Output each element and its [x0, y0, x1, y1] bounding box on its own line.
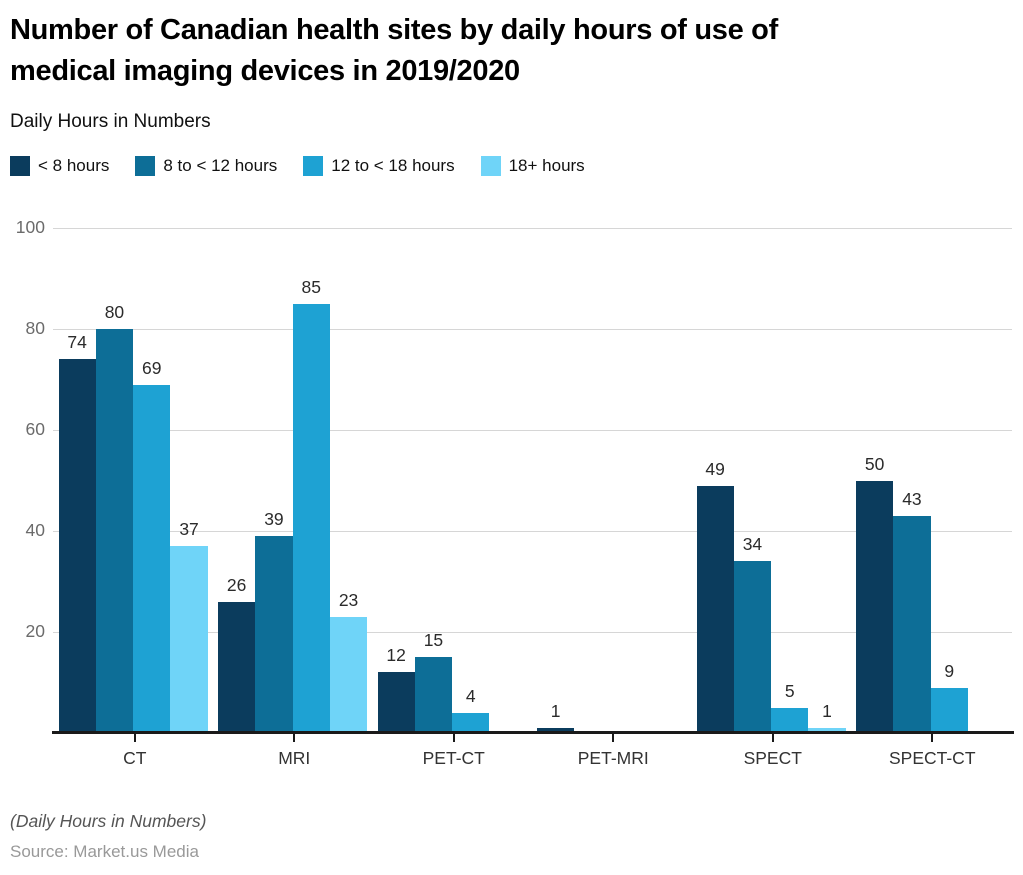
legend-swatch-icon — [10, 156, 30, 176]
bar-value-label: 85 — [301, 276, 321, 297]
gridline-40 — [53, 531, 1012, 532]
legend-swatch-icon — [480, 156, 501, 176]
bar-ct-series-2 — [95, 329, 134, 733]
legend-label: 8 to < 12 hours — [163, 156, 278, 175]
x-axis-tick — [133, 734, 136, 742]
legend-item-3: 12 to < 18 hours — [303, 156, 455, 176]
footer-note: (Daily Hours in Numbers) — [10, 811, 207, 831]
x-axis-tick — [931, 734, 934, 742]
bar-spect-series-3 — [771, 707, 809, 733]
bar-pet-mri-series-1 — [537, 727, 575, 733]
chart-title-line-2: medical imaging devices in 2019/2020 — [10, 55, 520, 87]
bar-spect-ct-series-2 — [893, 515, 931, 733]
x-axis-label-pet-ct: PET-CT — [422, 748, 485, 768]
gridline-80 — [53, 329, 1012, 330]
bar-spect-ct-series-3 — [930, 687, 968, 733]
legend-swatch-icon — [135, 156, 156, 176]
bar-value-label: 74 — [67, 332, 87, 353]
gridline-20 — [53, 632, 1012, 633]
bar-value-label: 34 — [742, 534, 763, 555]
gridline-60 — [53, 430, 1012, 431]
x-axis-label-spect-ct: SPECT-CT — [888, 748, 976, 768]
source-credit: Source: Market.us Media — [10, 842, 199, 861]
x-axis-label-mri: MRI — [278, 748, 311, 768]
legend-item-1: < 8 hours — [10, 156, 109, 176]
legend-label: 12 to < 18 hours — [331, 156, 455, 175]
x-axis-tick — [452, 734, 455, 742]
y-axis-tick-label: 20 — [25, 621, 45, 641]
y-axis-tick-label: 80 — [25, 318, 45, 338]
bar-mri-series-3 — [292, 303, 330, 733]
y-axis-tick-label: 60 — [25, 419, 45, 439]
chart-title: Number of Canadian health sites by daily… — [10, 10, 1010, 92]
bar-ct-series-4 — [170, 546, 208, 733]
bar-pet-ct-series-3 — [452, 712, 490, 733]
legend: < 8 hours 8 to < 12 hours 12 to < 18 hours… — [10, 156, 585, 176]
bar-spect-ct-series-1 — [856, 480, 894, 733]
x-axis-label-spect: SPECT — [743, 748, 802, 768]
bar-value-label: 23 — [338, 589, 359, 610]
bar-value-label: 12 — [386, 645, 406, 666]
x-axis-tick — [771, 734, 774, 742]
chart-title-line-1: Number of Canadian health sites by daily… — [10, 14, 778, 46]
bar-value-label: 1 — [822, 700, 832, 721]
bar-value-label: 39 — [264, 509, 284, 530]
bar-spect-series-4 — [808, 727, 846, 733]
bar-value-label: 1 — [550, 700, 561, 721]
bar-ct-series-1 — [58, 359, 96, 733]
bar-value-label: 9 — [944, 660, 955, 681]
x-axis-label-pet-mri: PET-MRI — [577, 748, 649, 768]
bar-value-label: 4 — [465, 685, 476, 706]
bar-value-label: 69 — [142, 357, 162, 378]
x-axis-line — [52, 731, 1014, 734]
bar-ct-series-3 — [133, 384, 171, 733]
bar-value-label: 43 — [902, 488, 922, 509]
legend-label: 18+ hours — [508, 156, 585, 175]
bar-mri-series-1 — [218, 601, 256, 733]
chart-subtitle: Daily Hours in Numbers — [10, 111, 211, 132]
x-axis-tick — [612, 734, 615, 742]
legend-item-2: 8 to < 12 hours — [135, 156, 277, 176]
gridline-100 — [53, 228, 1012, 229]
bar-pet-ct-series-1 — [377, 672, 415, 733]
bar-value-label: 49 — [705, 458, 725, 479]
y-axis-tick-label: 40 — [25, 520, 45, 540]
bar-value-label: 80 — [104, 302, 125, 322]
legend-label: < 8 hours — [38, 156, 110, 175]
bar-mri-series-2 — [255, 536, 293, 733]
bar-value-label: 50 — [864, 453, 885, 474]
bar-value-label: 26 — [226, 574, 247, 595]
legend-swatch-icon — [303, 156, 324, 176]
bar-spect-series-2 — [733, 561, 772, 733]
bar-spect-series-1 — [696, 485, 734, 733]
bar-mri-series-4 — [329, 616, 368, 733]
x-axis-label-ct: CT — [123, 748, 147, 768]
x-axis-tick — [293, 734, 296, 742]
y-axis-tick-label: 100 — [15, 217, 45, 237]
bar-value-label: 5 — [784, 680, 795, 701]
bar-value-label: 15 — [423, 630, 444, 651]
bar-value-label: 37 — [179, 519, 199, 540]
legend-item-4: 18+ hours — [480, 156, 585, 176]
bar-pet-ct-series-2 — [414, 657, 453, 733]
